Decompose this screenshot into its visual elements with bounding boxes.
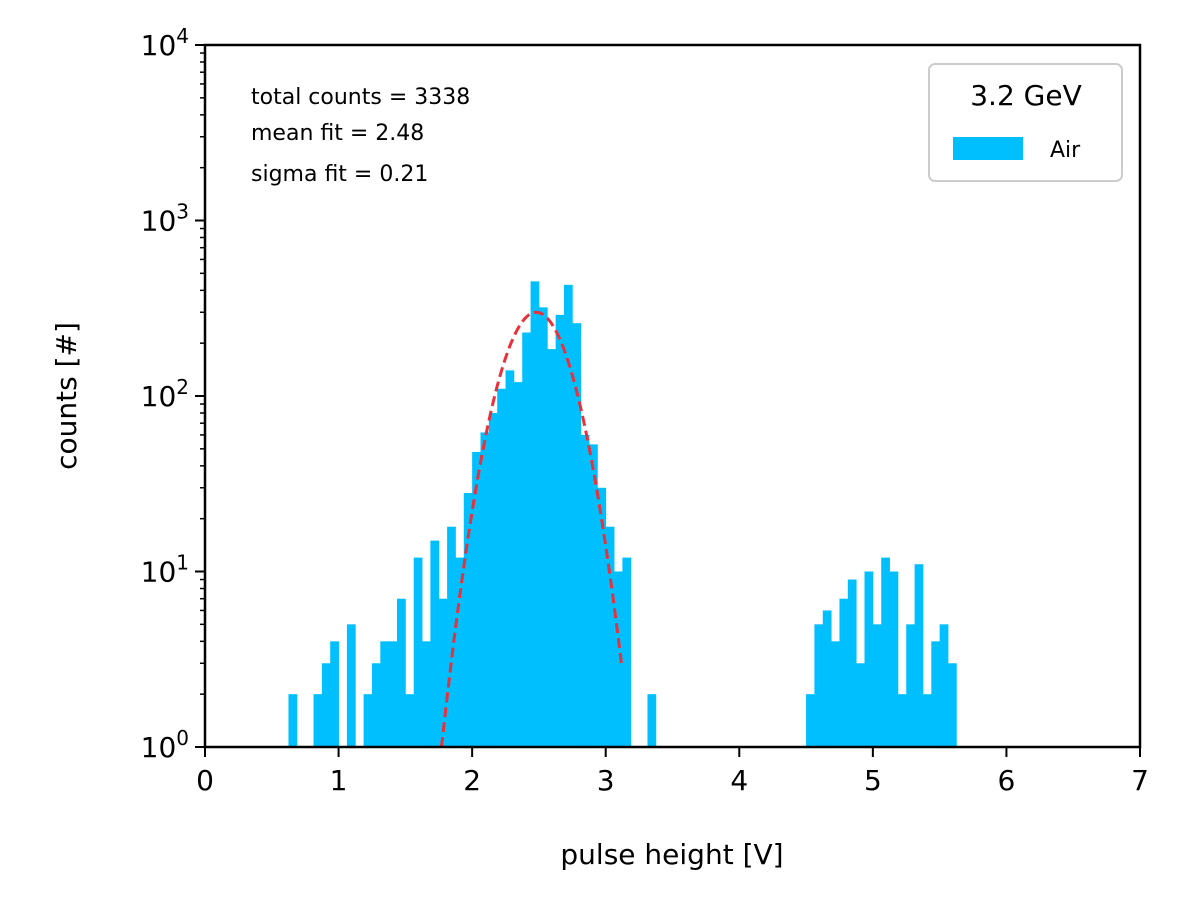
histogram-bar [438,598,448,747]
sigma-fit-text: sigma fit = 0.21 [251,162,428,187]
legend: 3.2 GeV Air [928,63,1123,182]
x-tick-label: 0 [196,764,214,797]
x-tick-label: 2 [463,764,481,797]
stats-annotation: total counts = 3338 mean fit = 2.48 sigm… [251,85,470,187]
x-axis-ticks: 0 1 2 3 4 5 6 7 [196,747,1149,797]
histogram-bar [413,557,423,747]
histogram-bar [922,694,932,747]
histogram-bar [622,557,632,747]
histogram-bar [605,526,615,747]
histogram-bar [881,557,890,747]
y-axis-ticks: 100 101 102 103 104 [141,24,205,764]
histogram-bar [822,610,832,747]
histogram-bar [831,641,840,747]
y-tick-label: 101 [141,551,189,589]
y-axis-label: counts [#] [50,322,83,470]
histogram-bar [856,663,865,747]
histogram-bar [914,564,924,747]
histogram-bar [530,281,540,747]
histogram-bar [547,349,557,747]
histogram-bar [463,493,473,747]
histogram-bar [897,694,907,747]
histogram-bar [422,641,431,747]
histogram-bar [505,370,515,747]
histogram-bar [513,382,523,747]
histogram-bar [397,598,406,747]
histogram-bar [947,663,957,747]
histogram-bar [563,284,573,747]
histogram-bar [472,451,481,747]
legend-swatch-air [953,137,1023,160]
y-tick-label: 103 [141,200,189,238]
histogram-bar [806,694,815,747]
histogram-bar [288,694,298,747]
x-tick-label: 4 [730,764,748,797]
histogram-bar [580,434,590,747]
histogram-bar [597,487,607,747]
histogram-bar [388,641,398,747]
histogram-bar [330,641,339,747]
histogram-bar [872,624,882,747]
histogram-bar [889,571,899,747]
y-tick-label: 102 [141,375,189,413]
x-tick-label: 3 [597,764,615,797]
histogram-bar [814,624,824,747]
x-tick-label: 1 [330,764,348,797]
histogram-bar [321,663,331,747]
histogram-bar [371,663,381,747]
x-tick-label: 5 [864,764,882,797]
total-counts-text: total counts = 3338 [251,85,470,110]
histogram-bar [455,557,465,747]
legend-title: 3.2 GeV [970,79,1082,112]
x-tick-label: 6 [998,764,1016,797]
histogram-bar [847,579,857,747]
histogram-bar [480,432,490,747]
histogram-bar [614,571,623,747]
histogram-bars [288,281,957,747]
x-axis-label: pulse height [V] [560,838,783,871]
y-tick-label: 100 [141,726,189,764]
histogram-bar [497,388,506,747]
histogram-bar [488,413,498,747]
gaussian-fit-curve [439,310,624,748]
x-tick-label: 7 [1131,764,1149,797]
histogram-bar [313,694,323,747]
histogram-bar [931,641,941,747]
histogram-bar [380,641,390,747]
y-tick-label: 104 [141,24,189,62]
histogram-bar [839,598,849,747]
mean-fit-text: mean fit = 2.48 [251,121,424,146]
histogram-bar [906,624,915,747]
histogram-bar [939,624,949,747]
histogram-bar [346,624,356,747]
histogram-bar [447,526,456,747]
histogram-bar [555,314,565,747]
histogram-bar [589,444,598,747]
histogram-bar [647,694,657,747]
legend-label-air: Air [1050,138,1081,163]
histogram-bar [864,571,874,747]
histogram-bar [430,540,440,747]
histogram-bar [522,332,531,747]
histogram-bar [538,307,548,747]
histogram-bar [363,694,373,747]
histogram-bar [405,694,415,747]
histogram-bar [572,323,582,747]
